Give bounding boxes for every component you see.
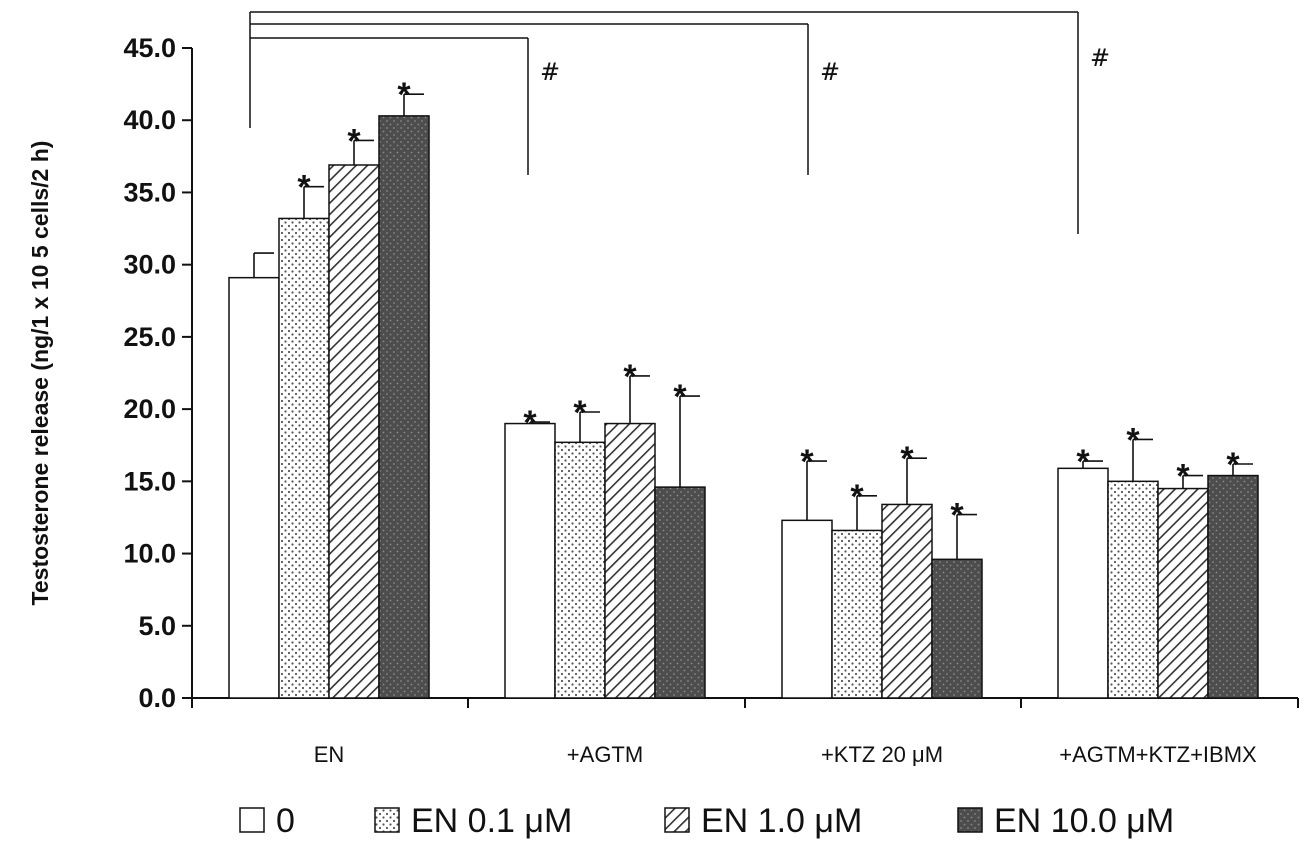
bar xyxy=(881,503,933,699)
y-tick-label: 45.0 xyxy=(123,33,176,63)
category-label: +AGTM+KTZ+IBMX xyxy=(1059,742,1257,767)
y-tick-label: 5.0 xyxy=(138,611,176,641)
significance-star: * xyxy=(950,497,964,535)
legend-swatch xyxy=(957,807,983,833)
y-tick-label: 35.0 xyxy=(123,177,176,207)
bar xyxy=(831,529,883,699)
significance-star: * xyxy=(297,169,311,207)
bar xyxy=(378,115,430,699)
bar xyxy=(781,519,833,699)
legend-swatch xyxy=(664,807,690,833)
legend-label: 0 xyxy=(276,802,295,840)
comparison-marker: # xyxy=(1090,44,1110,72)
labels: 0.0 5.0 10.0 15.0 20.0 25.0 30.0 35.0 40.0 45.0 Te… xyxy=(27,33,1257,767)
significance-star: * xyxy=(1226,446,1240,484)
bar xyxy=(1107,480,1159,699)
comparison-marker: # xyxy=(820,58,840,86)
legend-label: EN 10.0 μM xyxy=(994,802,1174,840)
significance-star: * xyxy=(673,378,687,416)
y-tick-label: 20.0 xyxy=(123,394,176,424)
y-tick-label: 0.0 xyxy=(138,683,176,713)
legend: 0 EN 0.1 μM EN 1.0 μM EN 10.0 μM xyxy=(239,802,1174,840)
bar xyxy=(278,217,330,699)
comparison-marker: # xyxy=(540,58,560,86)
bar xyxy=(1207,474,1259,699)
significance-star: * xyxy=(347,122,361,160)
significance-star: * xyxy=(1126,421,1140,459)
legend-swatch xyxy=(239,807,265,833)
bars xyxy=(228,93,1259,699)
significance-star: * xyxy=(900,440,914,478)
significance-star: * xyxy=(573,394,587,432)
comparison-brackets xyxy=(249,11,1079,234)
significance-star: * xyxy=(800,443,814,481)
bar xyxy=(654,486,706,699)
y-tick-label: 40.0 xyxy=(123,105,176,135)
significance-star: * xyxy=(397,76,411,114)
bar xyxy=(1057,467,1109,699)
bar xyxy=(604,422,656,699)
significance-star: * xyxy=(523,404,537,442)
y-tick-label: 15.0 xyxy=(123,466,176,496)
y-tick-label: 10.0 xyxy=(123,539,176,569)
bar xyxy=(554,441,606,699)
y-tick-label: 30.0 xyxy=(123,250,176,280)
bar xyxy=(328,164,380,699)
significance-star: * xyxy=(850,478,864,516)
y-axis-title: Testosterone release (ng/1 x 10 5 cells/… xyxy=(27,141,53,606)
bar xyxy=(931,558,983,699)
significance-star: * xyxy=(623,358,637,396)
category-label: +KTZ 20 μM xyxy=(821,742,943,767)
legend-label: EN 0.1 μM xyxy=(411,802,572,840)
bar xyxy=(228,276,280,699)
bar xyxy=(504,422,556,699)
y-tick-label: 25.0 xyxy=(123,322,176,352)
category-label: +AGTM xyxy=(567,742,643,767)
significance-star: * xyxy=(1176,458,1190,496)
bar xyxy=(1157,487,1209,699)
legend-swatch xyxy=(374,807,400,833)
significance-star: * xyxy=(1076,443,1090,481)
category-label: EN xyxy=(314,742,345,767)
legend-label: EN 1.0 μM xyxy=(701,802,862,840)
